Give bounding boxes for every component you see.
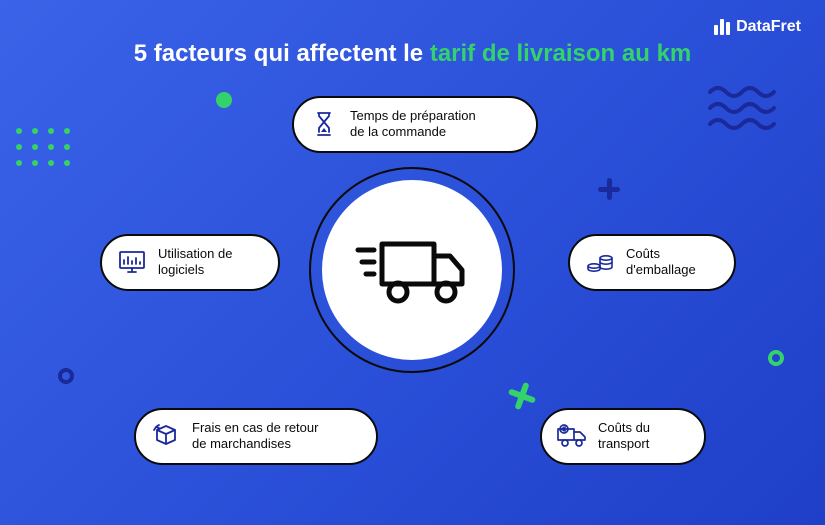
factor-label: Temps de préparationde la commande [350,108,476,141]
truck-euro-icon [556,420,588,452]
hourglass-icon [308,108,340,140]
page-title: 5 facteurs qui affectent le tarif de liv… [0,40,825,68]
factor-pill-packaging: Coûtsd'emballage [568,234,736,291]
coins-icon [584,246,616,278]
factor-pill-transport: Coûts dutransport [540,408,706,465]
infographic-canvas: DataFret 5 facteurs qui affectent le tar… [0,0,825,525]
center-circle [322,180,502,360]
deco-plus-blue [598,178,620,200]
deco-ring-blue [58,368,74,384]
brand-logo: DataFret [714,18,801,36]
brand-bars-icon [714,19,730,35]
truck-speed-icon [352,230,472,310]
deco-ring-green [768,350,784,366]
factor-label: Coûtsd'emballage [626,246,696,279]
return-box-icon [150,420,182,452]
factor-pill-returns: Frais en cas de retourde marchandises [134,408,378,465]
deco-dot [216,92,232,108]
deco-waves [708,86,788,130]
deco-plus-green [504,378,540,414]
brand-name: DataFret [736,18,801,36]
monitor-icon [116,246,148,278]
factor-pill-software: Utilisation delogiciels [100,234,280,291]
factor-pill-prep: Temps de préparationde la commande [292,96,538,153]
deco-dot-grid [16,128,70,166]
factor-label: Coûts dutransport [598,420,650,453]
factor-label: Frais en cas de retourde marchandises [192,420,318,453]
factor-label: Utilisation delogiciels [158,246,232,279]
title-prefix: 5 facteurs qui affectent le [134,40,430,67]
title-accent: tarif de livraison au km [430,40,691,67]
